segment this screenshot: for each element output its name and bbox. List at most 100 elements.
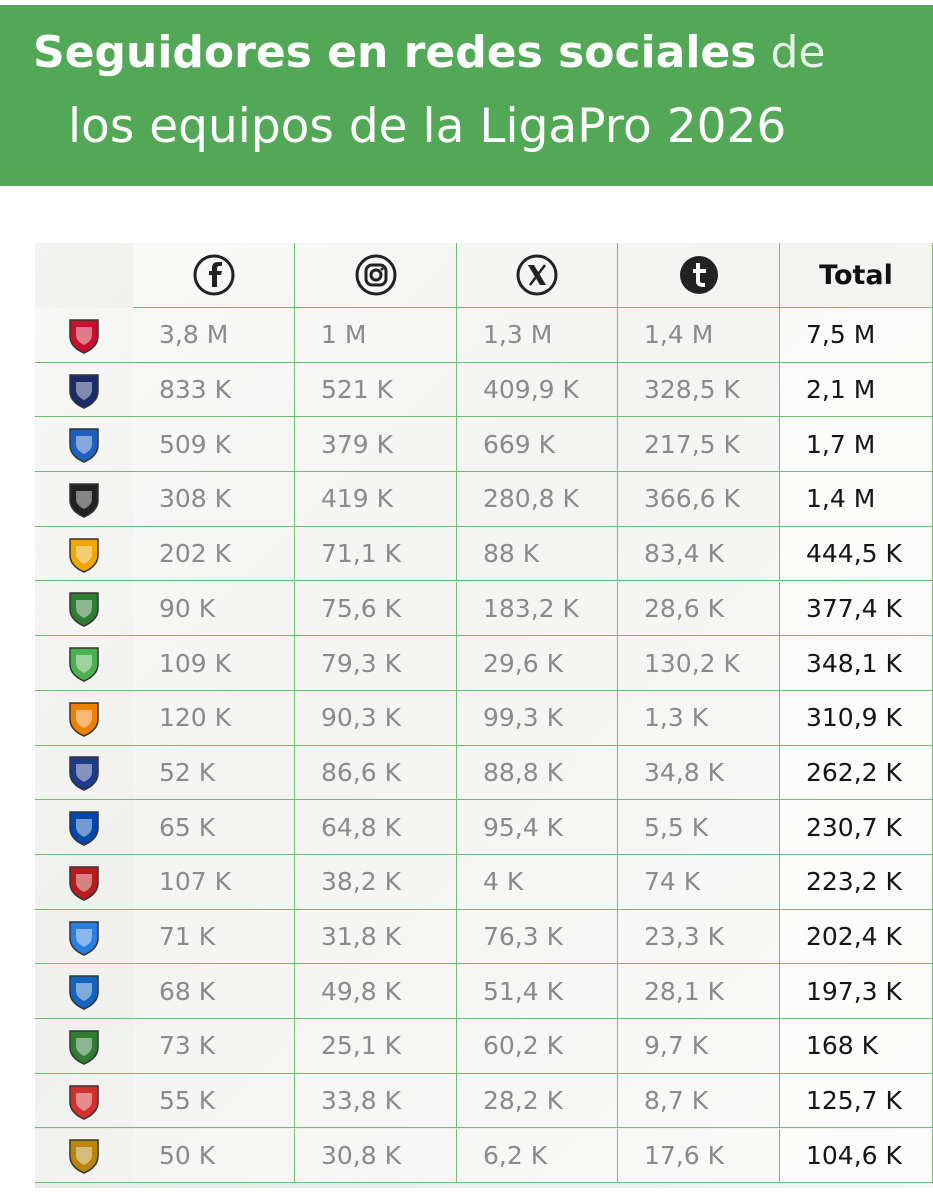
team-logo bbox=[69, 592, 99, 628]
social-icon-header bbox=[133, 243, 295, 308]
followers-cell: 28,1 K bbox=[618, 964, 780, 1020]
followers-cell: 202 K bbox=[133, 526, 295, 582]
total-cell: 1,7 M bbox=[780, 417, 933, 473]
total-cell: 223,2 K bbox=[780, 855, 933, 910]
followers-cell: 88 K bbox=[457, 526, 618, 582]
followers-cell: 88,8 K bbox=[457, 745, 618, 801]
followers-cell: 33,8 K bbox=[295, 1073, 457, 1129]
team-logo bbox=[69, 1030, 99, 1065]
team-logo-cell bbox=[35, 855, 133, 910]
followers-cell: 17,6 K bbox=[618, 1128, 780, 1184]
team-logo-cell bbox=[35, 581, 133, 637]
title-line-1: Seguidores en redes sociales de bbox=[33, 27, 825, 78]
total-cell: 202,4 K bbox=[780, 909, 933, 965]
followers-cell: 5,5 K bbox=[618, 800, 780, 855]
followers-cell: 6,2 K bbox=[457, 1128, 618, 1184]
followers-cell: 9,7 K bbox=[618, 1019, 780, 1074]
followers-cell: 64,8 K bbox=[295, 800, 457, 855]
followers-cell: 68 K bbox=[133, 964, 295, 1020]
team-logo bbox=[69, 428, 99, 464]
followers-cell: 1,3 M bbox=[457, 308, 618, 363]
followers-cell: 73 K bbox=[133, 1019, 295, 1074]
followers-cell: 280,8 K bbox=[457, 472, 618, 527]
total-cell: 168 K bbox=[780, 1019, 933, 1074]
team-logo bbox=[69, 319, 99, 354]
total-cell: 197,3 K bbox=[780, 964, 933, 1020]
team-logo bbox=[69, 701, 99, 737]
total-cell: 1,4 M bbox=[780, 472, 933, 527]
followers-cell: 521 K bbox=[295, 362, 457, 418]
social-icon bbox=[679, 256, 718, 294]
team-logo-cell bbox=[35, 1073, 133, 1129]
followers-cell: 74 K bbox=[618, 855, 780, 910]
followers-cell: 60,2 K bbox=[457, 1019, 618, 1074]
team-logo-cell bbox=[35, 1019, 133, 1074]
social-icon bbox=[516, 254, 558, 296]
followers-cell: 76,3 K bbox=[457, 909, 618, 965]
team-logo-cell bbox=[35, 1128, 133, 1184]
followers-cell: 308 K bbox=[133, 472, 295, 527]
team-logo bbox=[69, 1084, 99, 1120]
followers-cell: 107 K bbox=[133, 855, 295, 910]
followers-cell: 99,3 K bbox=[457, 690, 618, 746]
followers-cell: 90 K bbox=[133, 581, 295, 637]
total-cell: 7,5 M bbox=[780, 308, 933, 363]
team-logo bbox=[69, 1139, 99, 1175]
title-bold: Seguidores en redes sociales bbox=[33, 27, 757, 78]
followers-cell: 379 K bbox=[295, 417, 457, 473]
followers-cell: 833 K bbox=[133, 362, 295, 418]
followers-cell: 109 K bbox=[133, 636, 295, 691]
team-logo-cell bbox=[35, 745, 133, 801]
followers-cell: 75,6 K bbox=[295, 581, 457, 637]
title-line-2: los equipos de la LigaPro 2026 bbox=[68, 99, 787, 154]
followers-cell: 28,6 K bbox=[618, 581, 780, 637]
followers-cell: 8,7 K bbox=[618, 1073, 780, 1129]
team-logo-cell bbox=[35, 362, 133, 418]
followers-cell: 1,3 K bbox=[618, 690, 780, 746]
team-logo bbox=[69, 537, 99, 573]
total-cell: 2,1 M bbox=[780, 362, 933, 418]
followers-cell: 50 K bbox=[133, 1128, 295, 1184]
followers-cell: 71,1 K bbox=[295, 526, 457, 582]
total-cell: 310,9 K bbox=[780, 690, 933, 746]
team-logo-cell bbox=[35, 308, 133, 363]
team-logo-cell bbox=[35, 472, 133, 527]
social-icon-header bbox=[295, 243, 457, 308]
followers-cell: 90,3 K bbox=[295, 690, 457, 746]
followers-cell: 38,2 K bbox=[295, 855, 457, 910]
team-logo-cell bbox=[35, 636, 133, 691]
total-cell: 262,2 K bbox=[780, 745, 933, 801]
followers-cell: 51,4 K bbox=[457, 964, 618, 1020]
followers-cell: 79,3 K bbox=[295, 636, 457, 691]
followers-cell: 4 K bbox=[457, 855, 618, 910]
followers-cell: 509 K bbox=[133, 417, 295, 473]
followers-cell: 49,8 K bbox=[295, 964, 457, 1020]
followers-cell: 25,1 K bbox=[295, 1019, 457, 1074]
followers-cell: 83,4 K bbox=[618, 526, 780, 582]
team-logo bbox=[69, 975, 99, 1011]
social-icon-header bbox=[618, 243, 780, 308]
followers-cell: 31,8 K bbox=[295, 909, 457, 965]
followers-cell: 3,8 M bbox=[133, 308, 295, 363]
team-logo bbox=[69, 920, 99, 956]
team-logo bbox=[69, 483, 99, 518]
team-logo bbox=[69, 373, 99, 409]
followers-cell: 55 K bbox=[133, 1073, 295, 1129]
followers-cell: 34,8 K bbox=[618, 745, 780, 801]
total-cell: 125,7 K bbox=[780, 1073, 933, 1129]
followers-cell: 409,9 K bbox=[457, 362, 618, 418]
title-rest: de bbox=[770, 27, 826, 78]
followers-cell: 86,6 K bbox=[295, 745, 457, 801]
team-logo-cell bbox=[35, 690, 133, 746]
team-logo-cell bbox=[35, 964, 133, 1020]
followers-cell: 1,4 M bbox=[618, 308, 780, 363]
followers-cell: 120 K bbox=[133, 690, 295, 746]
followers-cell: 366,6 K bbox=[618, 472, 780, 527]
total-cell: 104,6 K bbox=[780, 1128, 933, 1184]
followers-cell: 28,2 K bbox=[457, 1073, 618, 1129]
followers-cell: 1 M bbox=[295, 308, 457, 363]
team-logo-cell bbox=[35, 909, 133, 965]
social-icon-header bbox=[457, 243, 618, 308]
team-logo bbox=[69, 866, 99, 901]
team-logo bbox=[69, 811, 99, 846]
